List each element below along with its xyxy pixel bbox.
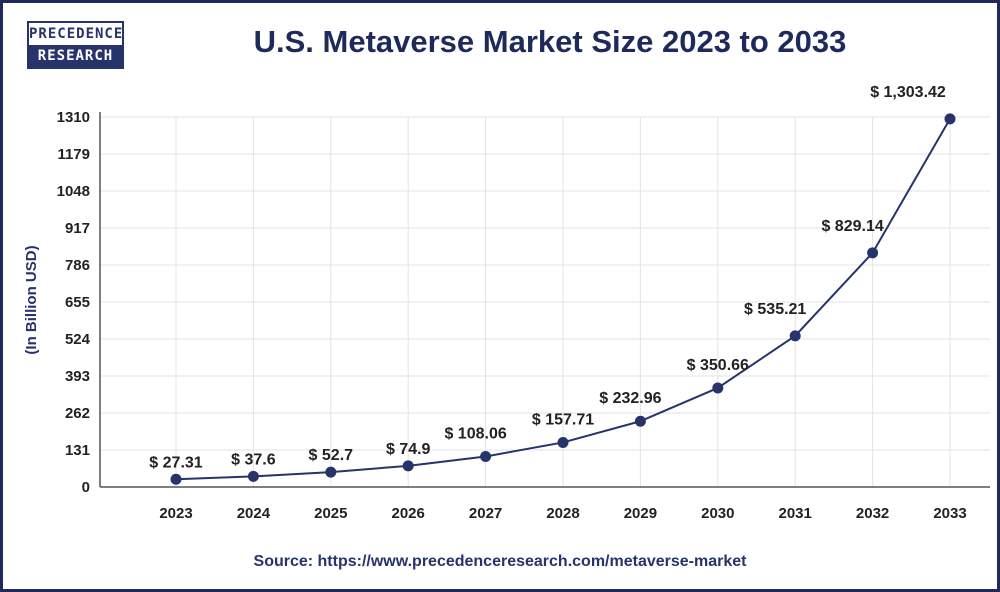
y-tick-label: 524 [65, 331, 91, 348]
y-tick-label: 917 [65, 220, 90, 237]
data-label: $ 27.31 [149, 454, 202, 471]
data-point [402, 460, 414, 472]
data-point [480, 450, 492, 462]
logo-line1: PRECEDENCE [29, 23, 122, 45]
data-label: $ 829.14 [821, 218, 883, 235]
y-tick-label: 1048 [57, 183, 90, 200]
y-tick-label: 786 [65, 257, 90, 274]
data-point [325, 466, 337, 478]
x-tick-label: 2024 [237, 505, 271, 522]
data-label: $ 1,303.42 [870, 84, 946, 101]
y-tick-label: 393 [65, 368, 90, 385]
y-tick-label: 1310 [57, 109, 90, 126]
data-point [170, 473, 182, 485]
x-tick-label: 2026 [392, 505, 425, 522]
x-tick-label: 2033 [933, 505, 966, 522]
logo: PRECEDENCE RESEARCH [27, 21, 124, 69]
logo-line2: RESEARCH [29, 45, 122, 67]
x-tick-label: 2029 [624, 505, 657, 522]
data-label: $ 37.6 [231, 451, 276, 468]
x-tick-label: 2023 [159, 505, 192, 522]
data-point [867, 247, 879, 259]
y-tick-label: 0 [82, 479, 90, 496]
data-label: $ 350.66 [687, 357, 749, 374]
data-point [557, 436, 569, 448]
data-label: $ 52.7 [309, 447, 354, 464]
chart-title: U.S. Metaverse Market Size 2023 to 2033 [253, 24, 847, 59]
data-label: $ 74.9 [386, 441, 431, 458]
data-point [634, 415, 646, 427]
data-point [944, 113, 956, 125]
x-tick-label: 2030 [701, 505, 734, 522]
y-tick-label: 1179 [57, 146, 90, 163]
data-label: $ 108.06 [444, 425, 506, 442]
y-tick-label: 131 [65, 442, 90, 459]
source-text: Source: https://www.precedenceresearch.c… [253, 553, 747, 570]
data-label: $ 535.21 [744, 301, 806, 318]
y-tick-label: 262 [65, 405, 90, 422]
x-tick-label: 2031 [779, 505, 812, 522]
x-tick-label: 2025 [314, 505, 347, 522]
y-tick-label: 655 [65, 294, 90, 311]
data-point [247, 470, 259, 482]
y-axis-label: (In Billion USD) [23, 245, 40, 354]
data-point [789, 330, 801, 342]
x-tick-label: 2028 [546, 505, 579, 522]
x-tick-label: 2032 [856, 505, 889, 522]
x-tick-label: 2027 [469, 505, 502, 522]
data-point [712, 382, 724, 394]
data-label: $ 157.71 [532, 411, 594, 428]
data-label: $ 232.96 [599, 390, 661, 407]
